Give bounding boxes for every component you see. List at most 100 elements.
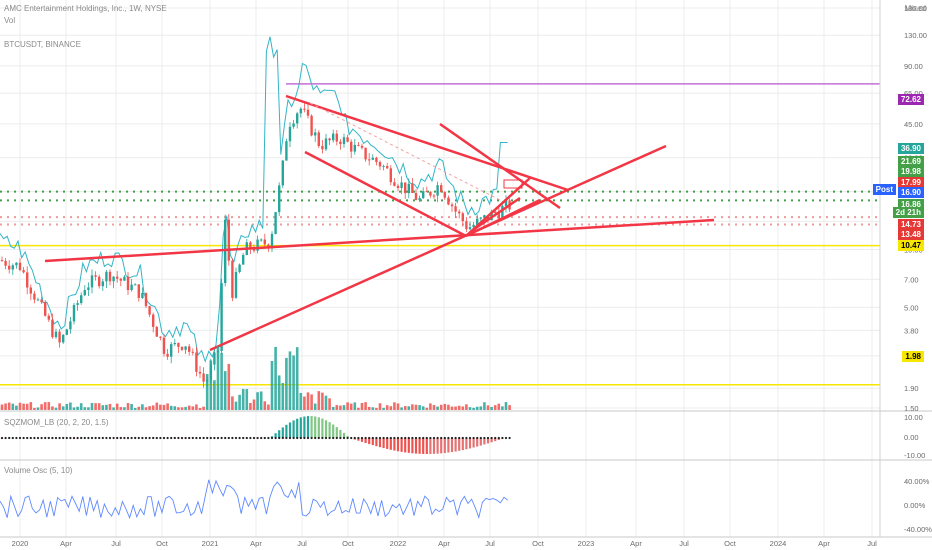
squeeze-dot	[447, 436, 450, 440]
sqzmom-legend[interactable]: SQZMOM_LB (20, 2, 20, 1.5)	[4, 418, 109, 427]
candle-body	[364, 147, 367, 160]
volume-bar	[252, 399, 256, 410]
volume-bar	[25, 403, 29, 410]
squeeze-dot	[231, 436, 234, 440]
volume-bar	[447, 404, 450, 410]
squeeze-dot	[245, 436, 248, 440]
x-tick-2: Jul	[111, 539, 121, 548]
candle-body	[58, 331, 61, 343]
volume-bar	[169, 405, 173, 410]
squeeze-dot	[465, 436, 468, 440]
squeeze-dot	[278, 436, 281, 440]
momentum-bar	[296, 418, 299, 438]
candle-body	[476, 218, 479, 225]
volume-bar	[133, 407, 137, 410]
squeeze-dot	[90, 436, 94, 440]
momentum-bar	[422, 438, 425, 454]
symbol-legend[interactable]: AMC Entertainment Holdings, Inc., 1W, NY…	[4, 4, 167, 13]
volume-bar	[414, 404, 418, 410]
momentum-bar	[332, 424, 335, 438]
x-tick-9: Apr	[438, 539, 450, 548]
candle-body	[18, 262, 22, 271]
candle-body	[198, 371, 202, 374]
candle-body	[407, 183, 410, 194]
candle-body	[504, 200, 508, 207]
candle-body	[155, 326, 158, 337]
candle-body	[418, 198, 421, 200]
y-tick-14: 1.50	[904, 404, 919, 413]
squeeze-dot	[288, 436, 292, 440]
candle-body	[180, 346, 184, 350]
momentum-bar	[274, 433, 277, 438]
candle-body	[112, 276, 115, 282]
volume-bar	[324, 395, 328, 410]
candle-body	[238, 264, 241, 272]
vol-legend[interactable]: Vol	[4, 16, 16, 25]
squeeze-dot	[314, 436, 317, 440]
volume-bar	[180, 407, 184, 410]
volume-bar	[508, 405, 511, 410]
candle-body	[317, 132, 320, 146]
squeeze-dot	[382, 436, 385, 440]
momentum-bar	[486, 438, 490, 444]
squeeze-dot	[360, 436, 364, 440]
squeeze-dot	[450, 436, 454, 440]
momentum-bar	[342, 432, 346, 438]
squeeze-dot	[119, 436, 122, 440]
osc-tick-4: 0.00%	[904, 501, 926, 510]
candle-body	[130, 284, 133, 291]
volume-bar	[18, 402, 22, 410]
volume-bar	[151, 405, 155, 410]
momentum-bar	[447, 438, 450, 453]
volume-bar	[396, 403, 400, 410]
candle-body	[105, 271, 108, 282]
volume-bar	[313, 403, 317, 410]
candle-body	[339, 141, 342, 145]
candle-body	[62, 334, 65, 343]
scale-mode-label[interactable]: Mixed	[904, 4, 926, 13]
momentum-bar	[310, 416, 313, 438]
y-tick-0: 180.00	[904, 4, 927, 13]
squeeze-dot	[472, 436, 475, 440]
squeeze-momentum-pane	[0, 416, 511, 454]
trendline-3	[304, 150, 467, 238]
btc-overlay-line	[0, 36, 508, 363]
candle-body	[274, 212, 277, 234]
squeeze-dot	[414, 436, 418, 440]
volume-bar	[61, 406, 65, 410]
squeeze-dot	[486, 436, 490, 440]
volosc-legend[interactable]: Volume Osc (5, 10)	[4, 466, 73, 475]
volume-bar	[339, 405, 342, 410]
volume-bar	[443, 403, 447, 410]
candle-body	[483, 215, 486, 218]
squeeze-dot	[292, 436, 295, 440]
candle-body	[65, 329, 68, 335]
candle-body	[69, 321, 72, 330]
squeeze-dot	[54, 436, 58, 440]
candle-body	[123, 276, 126, 281]
volume-bar	[141, 404, 144, 410]
volume-bar	[461, 406, 465, 410]
btc-legend[interactable]: BTCUSDT, BINANCE	[4, 40, 81, 49]
x-tick-11: Oct	[532, 539, 545, 548]
candle-body	[400, 182, 403, 189]
squeeze-dot	[274, 436, 277, 440]
volume-bar	[115, 403, 119, 410]
candle-body	[234, 271, 238, 298]
volume-bar	[249, 403, 252, 410]
momentum-bar	[324, 420, 328, 438]
squeeze-dot	[317, 436, 320, 440]
chart-grid	[0, 0, 932, 538]
squeeze-dot	[393, 436, 396, 440]
squeeze-dot	[22, 436, 25, 440]
squeeze-dot	[33, 436, 36, 440]
momentum-bar	[472, 438, 475, 448]
candle-body	[98, 276, 101, 287]
x-tick-12: 2023	[578, 539, 595, 548]
volume-bar	[159, 404, 162, 410]
squeeze-dot	[123, 436, 126, 440]
squeeze-dot	[180, 436, 184, 440]
volume-bar	[375, 407, 378, 410]
price-tag-2: 21.69	[897, 156, 924, 167]
